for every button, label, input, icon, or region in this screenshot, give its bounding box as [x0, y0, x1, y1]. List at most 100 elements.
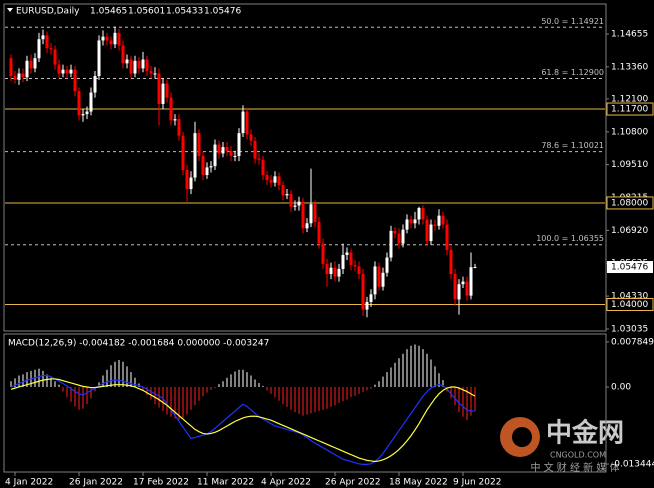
candle-body — [289, 194, 293, 207]
candle-body — [77, 91, 81, 116]
candle-body — [117, 32, 121, 46]
y-tick-label: 1.14655 — [611, 30, 648, 40]
candle-body — [429, 224, 433, 242]
candle-body — [253, 140, 257, 159]
y-tick-label: 1.13360 — [611, 62, 648, 72]
candle-body — [97, 40, 101, 77]
candle-body — [149, 70, 153, 74]
candle-body — [69, 69, 73, 74]
candle-body — [369, 294, 373, 302]
candle-body — [65, 69, 69, 74]
candle-body — [237, 133, 241, 156]
current-price: 1.05476 — [611, 263, 648, 273]
y-tick-label: 0.007849 — [611, 337, 654, 347]
candle-body — [317, 221, 321, 244]
candle-body — [209, 166, 213, 168]
x-tick-label: 26 Jan 2022 — [69, 478, 123, 488]
fib-label: 50.0 = 1.14921 — [541, 17, 604, 26]
logo-inner — [512, 427, 532, 447]
candle-body — [329, 267, 333, 275]
candle-body — [381, 272, 385, 287]
candle-body — [9, 58, 13, 77]
ohlc-open: 1.05465 — [90, 7, 127, 17]
candle-body — [141, 59, 145, 69]
candle-body — [405, 219, 409, 230]
candle-body — [73, 69, 77, 92]
watermark: 中金网 CNGOLD.COM 中 文 财 经 新 媒 体 — [500, 417, 624, 474]
candle-body — [361, 274, 365, 310]
candle-body — [357, 266, 361, 275]
candle-body — [345, 252, 349, 255]
level-label: 1.08000 — [611, 198, 648, 208]
candle-body — [389, 230, 393, 258]
candle-body — [53, 49, 57, 65]
x-tick-label: 4 Jan 2022 — [5, 478, 53, 488]
watermark-tagline: 中 文 财 经 新 媒 体 — [530, 461, 619, 474]
macd-title: MACD(12,26,9) -0.004182 -0.001684 0.0000… — [8, 339, 269, 349]
candle-body — [61, 69, 65, 74]
candle-body — [453, 274, 457, 300]
y-tick-label: 0.00 — [611, 382, 631, 392]
y-tick-label: 1.03035 — [611, 324, 648, 334]
fib-label: 100.0 = 1.06355 — [536, 234, 604, 243]
candle-body — [177, 119, 181, 136]
menu-arrow[interactable] — [7, 8, 13, 12]
candle-body — [337, 268, 341, 277]
candle-body — [393, 230, 397, 234]
candle-body — [305, 223, 309, 229]
candle-body — [169, 97, 173, 121]
candle-body — [181, 135, 185, 170]
candle-body — [325, 263, 329, 275]
ohlc-high: 1.05601 — [128, 7, 165, 17]
candle-body — [193, 133, 197, 178]
candle-body — [21, 73, 25, 78]
candle-body — [41, 35, 45, 40]
candle-body — [417, 208, 421, 220]
candle-body — [233, 155, 237, 157]
candle-body — [397, 233, 401, 244]
candle-body — [301, 201, 305, 229]
candle-body — [197, 133, 201, 156]
candle-body — [49, 48, 53, 50]
candle-body — [57, 64, 61, 74]
candle-body — [333, 267, 337, 277]
candle-body — [465, 281, 469, 296]
candle-body — [105, 36, 109, 41]
candle-body — [385, 257, 389, 273]
candle-body — [281, 185, 285, 196]
candle-body — [441, 215, 445, 225]
candle-body — [265, 175, 269, 181]
macd-pane-border — [3, 333, 607, 473]
y-tick-label: 1.10800 — [611, 127, 648, 137]
candle-body — [229, 150, 233, 156]
x-tick-label: 9 Jun 2022 — [453, 478, 501, 488]
candle-body — [425, 219, 429, 242]
candle-body — [133, 60, 137, 74]
candle-body — [293, 205, 297, 207]
candle-body — [373, 266, 377, 295]
price-pane-border — [3, 3, 607, 332]
candle-body — [129, 59, 133, 74]
level-label-box — [606, 297, 654, 311]
candle-body — [85, 111, 89, 115]
price-box — [607, 261, 653, 274]
x-tick-label: 4 Apr 2022 — [261, 478, 311, 488]
candle-body — [25, 60, 29, 78]
candle-body — [461, 281, 465, 285]
candle-body — [257, 158, 261, 160]
candle-body — [157, 73, 161, 104]
candle-body — [245, 111, 249, 135]
fib-label: 78.6 = 1.10021 — [541, 141, 604, 150]
macd-line — [10, 374, 475, 465]
candle-body — [421, 208, 425, 220]
candle-body — [201, 155, 205, 176]
candle-body — [401, 229, 405, 244]
candle-body — [285, 194, 289, 196]
y-tick-label: 1.12100 — [611, 94, 648, 104]
candle-body — [273, 176, 277, 183]
candle-body — [189, 177, 193, 189]
candle-body — [249, 134, 253, 141]
candle-body — [17, 73, 21, 80]
candle-body — [473, 267, 477, 269]
